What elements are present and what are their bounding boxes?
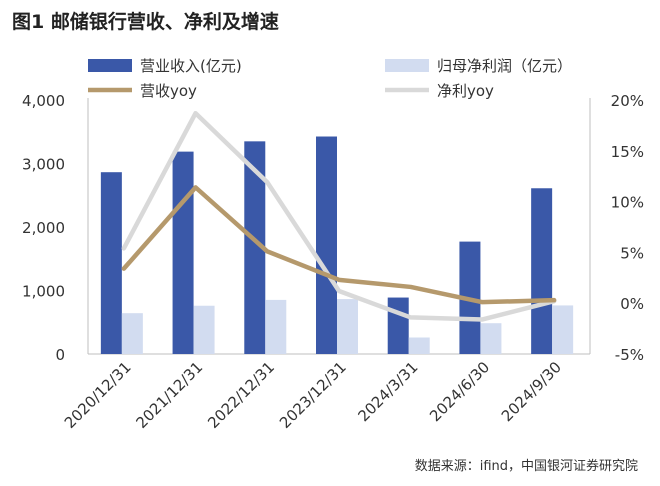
legend-revenue-swatch: [88, 59, 132, 72]
net-profit-bar: [480, 323, 502, 354]
left-tick-label: 3,000: [22, 156, 65, 174]
revenue-bar: [172, 151, 194, 354]
net-profit-bar: [265, 299, 287, 354]
category-label: 2024/3/31: [354, 358, 421, 425]
net-profit-bar: [552, 305, 574, 354]
net-profit-bar: [121, 313, 143, 354]
legend-net-profit-swatch: [385, 59, 429, 72]
right-tick-label: 0%: [620, 295, 644, 313]
legend: 营业收入(亿元) 归母净利润（亿元） 营收yoy 净利yoy: [88, 57, 572, 100]
chart-title: 图1 邮储银行营收、净利及增速: [12, 11, 279, 33]
legend-revenue-yoy-label: 营收yoy: [140, 82, 197, 100]
revenue-bar: [316, 136, 337, 354]
revenue-yoy-line: [121, 185, 557, 305]
left-tick-label: 4,000: [22, 92, 65, 110]
left-tick-label: 0: [55, 346, 65, 364]
left-tick-label: 1,000: [22, 283, 65, 301]
category-label: 2023/12/31: [276, 358, 350, 432]
right-tick-label: 10%: [611, 194, 644, 212]
bars: [100, 136, 574, 354]
right-tick-label: 20%: [611, 92, 644, 110]
net-profit-bar: [337, 299, 358, 354]
net-profit-yoy-line: [121, 110, 557, 322]
legend-net-profit-yoy-label: 净利yoy: [437, 82, 494, 100]
right-tick-label: 15%: [611, 143, 644, 161]
source-note: 数据来源：ifind，中国银河证券研究院: [414, 459, 638, 474]
net-profit-bar: [193, 305, 215, 354]
revenue-bar: [387, 297, 409, 354]
category-label: 2021/12/31: [133, 358, 207, 432]
revenue-bar: [244, 141, 266, 354]
category-label: 2020/12/31: [61, 358, 135, 432]
revenue-bar: [531, 188, 553, 354]
right-tick-label: -5%: [615, 346, 644, 364]
net-profit-bar: [408, 337, 430, 354]
right-tick-label: 5%: [620, 244, 644, 262]
left-tick-label: 2,000: [22, 219, 65, 237]
category-label: 2024/9/30: [498, 358, 565, 425]
lines: [121, 110, 557, 322]
legend-revenue-label: 营业收入(亿元): [140, 57, 242, 75]
revenue-bar: [100, 172, 122, 354]
legend-net-profit-label: 归母净利润（亿元）: [437, 57, 572, 75]
category-label: 2024/6/30: [426, 358, 493, 425]
category-label: 2022/12/31: [204, 358, 278, 432]
